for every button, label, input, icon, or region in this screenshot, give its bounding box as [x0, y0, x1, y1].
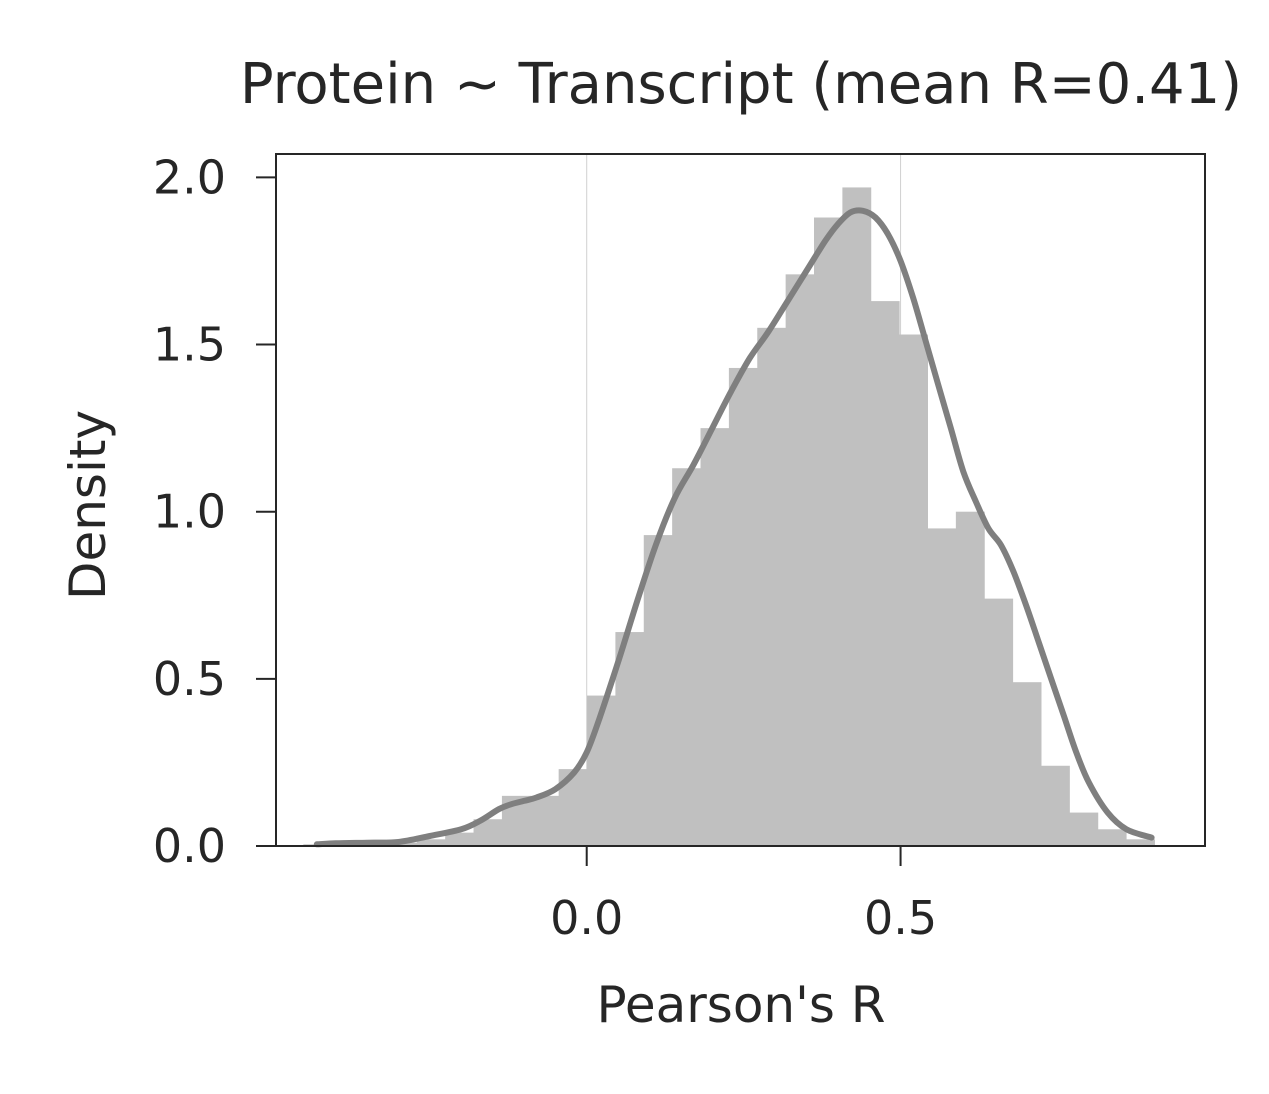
histogram-bar-25: [1012, 682, 1042, 846]
y-tick-label-2: 1.0: [153, 485, 226, 539]
y-tick-label-3: 1.5: [153, 318, 226, 372]
histogram-bar-4: [416, 839, 446, 846]
x-axis-label: Pearson's R: [596, 976, 885, 1034]
histogram-bar-19: [842, 187, 872, 847]
histogram-bar-15: [728, 367, 758, 846]
histogram-bar-5: [445, 832, 475, 846]
y-tick-label-0: 0.0: [153, 819, 226, 873]
histogram-bar-14: [700, 428, 730, 846]
histogram-bar-18: [814, 217, 843, 846]
y-axis-label: Density: [59, 410, 117, 600]
histogram-bar-12: [643, 535, 673, 846]
histogram-bar-11: [615, 632, 645, 846]
axis-ticks: 0.0 0.5 1.0 1.5 2.0 0.0 0.5: [153, 150, 937, 945]
histogram-bar-23: [955, 511, 985, 846]
x-tick-label-1: 0.5: [864, 891, 937, 945]
histogram-bar-22: [927, 528, 957, 846]
y-tick-label-4: 2.0: [153, 150, 226, 204]
histogram-bar-28: [1097, 829, 1127, 846]
histogram-bar-16: [757, 327, 787, 846]
histogram-bar-13: [672, 468, 702, 846]
histogram-bars: [303, 187, 1155, 847]
histogram-bar-8: [530, 795, 560, 846]
histogram-bar-27: [1069, 812, 1099, 846]
plot-frame: [275, 153, 1206, 847]
histogram-bar-20: [870, 301, 900, 846]
histogram-bar-21: [899, 334, 928, 846]
histogram-bar-29: [1126, 839, 1155, 846]
histogram-bar-24: [984, 598, 1014, 846]
x-tick-label-0: 0.0: [550, 891, 623, 945]
kde-line: [313, 207, 1155, 848]
histogram-bar-17: [785, 274, 815, 846]
y-tick-label-1: 0.5: [153, 652, 226, 706]
histogram-bar-26: [1040, 765, 1070, 846]
chart-title: Protein ~ Transcript (mean R=0.41): [240, 52, 1242, 117]
kde-curve-group: [313, 207, 1155, 848]
